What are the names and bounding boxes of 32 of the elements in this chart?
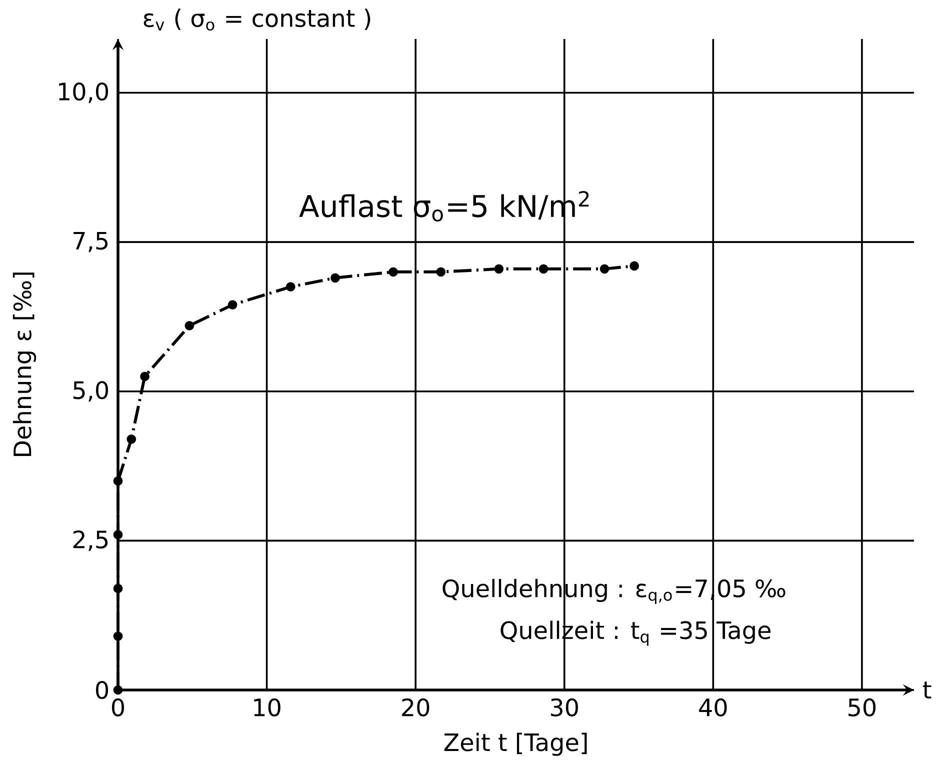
point	[184, 320, 194, 330]
point	[113, 530, 123, 540]
point	[113, 632, 123, 641]
x-tick-label: 50	[848, 698, 876, 716]
point	[113, 685, 123, 695]
point	[113, 584, 123, 594]
point	[113, 476, 123, 486]
text: t	[923, 682, 932, 698]
x-tick-label: 0	[112, 698, 124, 716]
x-tick-label: 10	[254, 698, 280, 716]
x-tick-label: 20	[402, 698, 430, 716]
x-tick-label: 40	[699, 698, 727, 716]
x-tick-label: 30	[550, 698, 578, 716]
point	[494, 264, 504, 274]
point	[126, 434, 136, 444]
y-tick-label: 7,5	[74, 232, 108, 252]
point	[330, 273, 340, 283]
point	[436, 267, 446, 277]
y-tick-label: 2,5	[73, 530, 108, 551]
point	[600, 264, 610, 274]
y-tick-label: 10,0	[59, 82, 108, 104]
y-axis-title: Dehnung ε [‰]	[12, 272, 36, 456]
y-tick-label: 0	[96, 680, 108, 700]
y-tick-label: 5,0	[73, 381, 108, 402]
point	[286, 282, 296, 292]
point	[388, 267, 398, 277]
point	[538, 264, 548, 274]
x-axis-title: Zeit t [Tage]	[444, 732, 587, 756]
chart-title: ε$_{v}$ ( σ$_{o}$ = constant )	[144, 8, 370, 31]
point	[630, 261, 639, 271]
point	[140, 372, 150, 382]
point	[228, 300, 238, 310]
